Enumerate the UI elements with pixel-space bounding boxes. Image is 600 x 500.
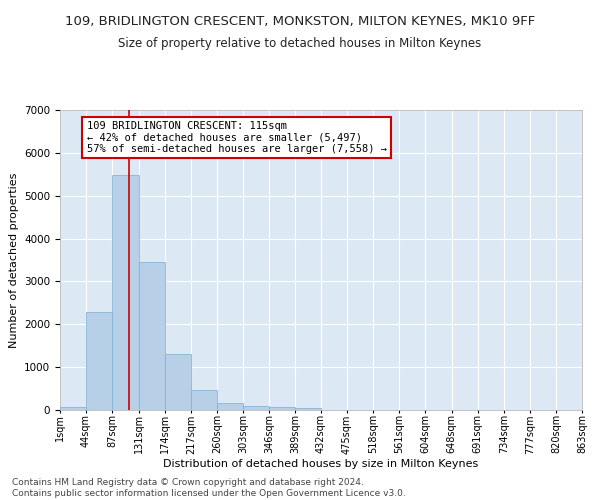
Text: 109 BRIDLINGTON CRESCENT: 115sqm
← 42% of detached houses are smaller (5,497)
57: 109 BRIDLINGTON CRESCENT: 115sqm ← 42% o… [86, 120, 386, 154]
Bar [86, 312, 112, 410]
Bar [243, 406, 269, 410]
Bar [269, 407, 295, 410]
Text: Contains HM Land Registry data © Crown copyright and database right 2024.
Contai: Contains HM Land Registry data © Crown c… [12, 478, 406, 498]
Bar [295, 408, 321, 410]
Bar [217, 403, 243, 410]
X-axis label: Distribution of detached houses by size in Milton Keynes: Distribution of detached houses by size … [163, 459, 479, 469]
Bar [165, 354, 191, 410]
Bar [139, 262, 165, 410]
Text: Size of property relative to detached houses in Milton Keynes: Size of property relative to detached ho… [118, 38, 482, 51]
Bar [112, 175, 139, 410]
Bar [60, 406, 86, 410]
Y-axis label: Number of detached properties: Number of detached properties [8, 172, 19, 348]
Bar [191, 390, 217, 410]
Text: 109, BRIDLINGTON CRESCENT, MONKSTON, MILTON KEYNES, MK10 9FF: 109, BRIDLINGTON CRESCENT, MONKSTON, MIL… [65, 15, 535, 28]
